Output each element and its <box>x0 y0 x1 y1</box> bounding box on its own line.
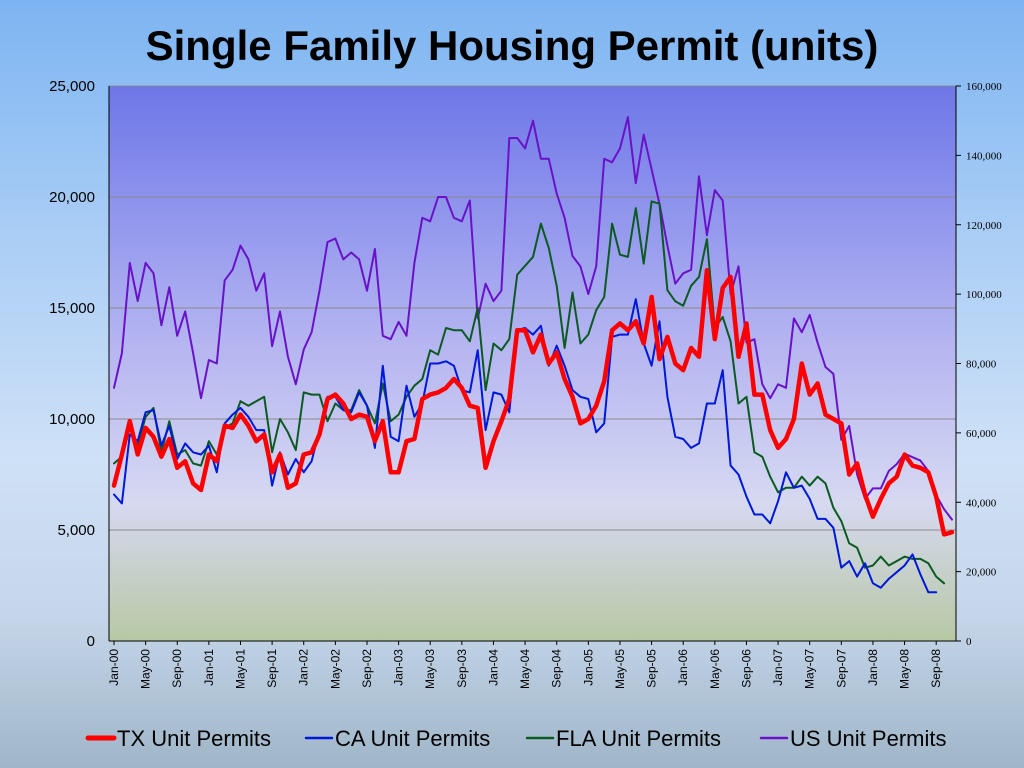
x-tick-label: Sep-00 <box>170 649 184 688</box>
chart-title: Single Family Housing Permit (units) <box>145 22 879 69</box>
x-tick-label: May-01 <box>233 649 247 689</box>
x-tick-label: Sep-08 <box>929 649 943 688</box>
y-left-tick-label: 10,000 <box>49 411 95 428</box>
x-tick-label: May-05 <box>613 649 627 689</box>
y-right-tick-label: 40,000 <box>966 497 997 509</box>
y-left-tick-label: 25,000 <box>49 78 95 95</box>
x-tick-label: Sep-06 <box>739 649 753 688</box>
legend-label: TX Unit Permits <box>117 726 271 751</box>
y-right-tick-label: 140,000 <box>966 150 1002 162</box>
x-tick-label: Jan-04 <box>486 649 500 686</box>
x-tick-label: Sep-05 <box>645 649 659 688</box>
x-tick-label: Sep-02 <box>360 649 374 688</box>
y-right-tick-label: 20,000 <box>966 567 997 579</box>
tx-unit-permits-line <box>111 268 955 537</box>
y-right-tick-label: 100,000 <box>966 289 1002 301</box>
x-tick-label: Jan-05 <box>581 649 595 686</box>
x-tick-label: Jan-07 <box>771 649 785 686</box>
x-tick-label: Jan-03 <box>392 649 406 686</box>
y-left-tick-label: 15,000 <box>49 300 95 317</box>
y-left-tick-label: 20,000 <box>49 189 95 206</box>
legend-label: FLA Unit Permits <box>556 726 721 751</box>
fla-unit-permits-line <box>113 200 946 585</box>
y-right-tick-label: 60,000 <box>966 428 997 440</box>
y-right-tick-label: 160,000 <box>966 81 1002 93</box>
legend-label: CA Unit Permits <box>335 726 490 751</box>
x-tick-label: Sep-04 <box>550 649 564 688</box>
x-tick-label: Sep-07 <box>834 649 848 688</box>
x-tick-label: May-07 <box>803 649 817 689</box>
x-tick-label: Jan-06 <box>676 649 690 686</box>
plot-area <box>109 86 956 641</box>
x-tick-label: May-00 <box>139 649 153 689</box>
y-right-tick-label: 0 <box>966 636 972 648</box>
y-right-tick-label: 80,000 <box>966 359 997 371</box>
y-right-tick-label: 120,000 <box>966 220 1002 232</box>
x-tick-label: May-04 <box>518 649 532 689</box>
x-tick-label: May-08 <box>898 649 912 689</box>
y-left-tick-label: 0 <box>87 633 95 650</box>
x-tick-label: Jan-00 <box>107 649 121 686</box>
legend-label: US Unit Permits <box>790 726 946 751</box>
us-unit-permits-line <box>113 116 953 521</box>
x-tick-label: May-06 <box>708 649 722 689</box>
x-tick-label: Sep-01 <box>265 649 279 688</box>
x-tick-label: Jan-08 <box>866 649 880 686</box>
x-tick-label: Jan-01 <box>202 649 216 686</box>
x-tick-label: Sep-03 <box>455 649 469 688</box>
x-tick-label: May-02 <box>328 649 342 689</box>
x-tick-label: May-03 <box>423 649 437 689</box>
x-tick-label: Jan-02 <box>297 649 311 686</box>
y-left-tick-label: 5,000 <box>57 522 95 539</box>
